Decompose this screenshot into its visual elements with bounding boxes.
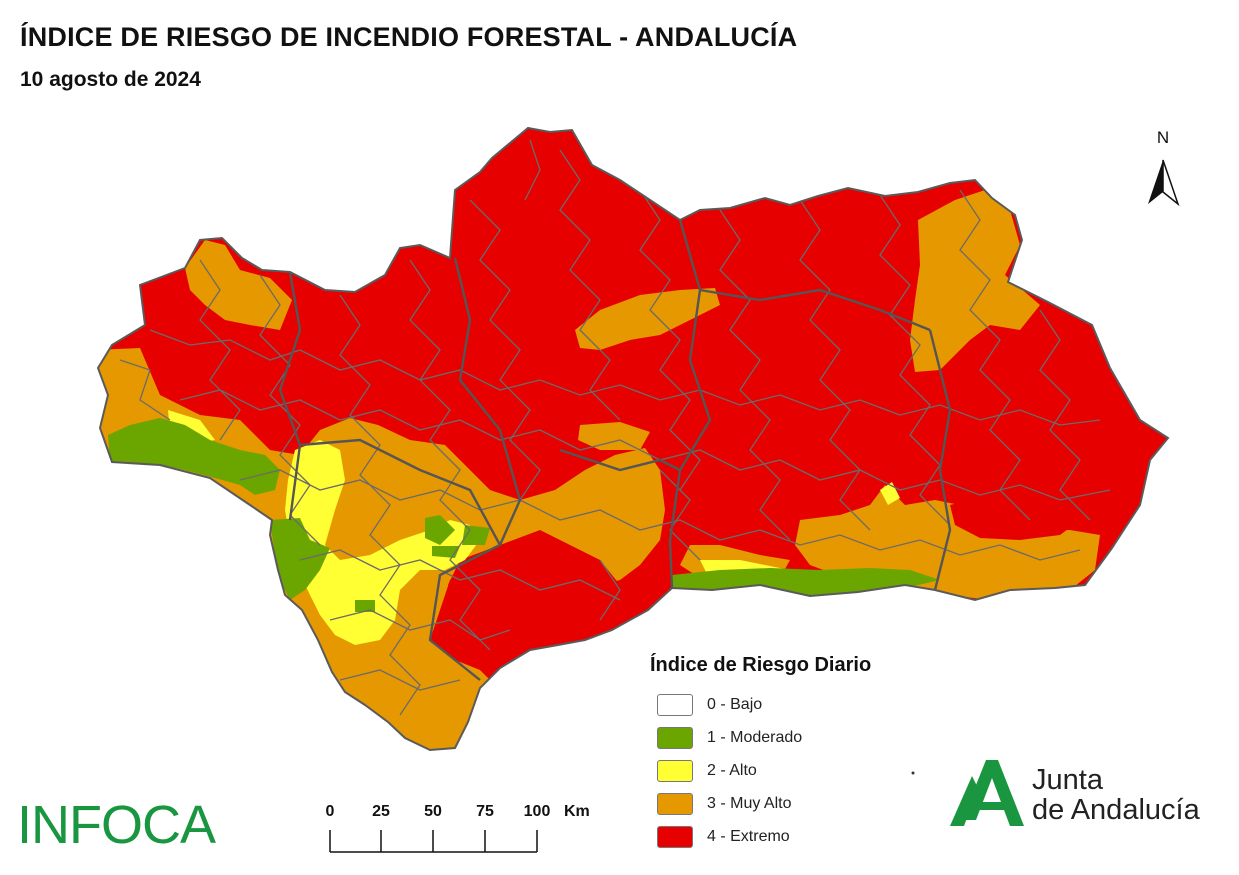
- scale-bar-graphic: [329, 830, 538, 853]
- junta-andalucia-logo: Junta de Andalucía: [948, 758, 1218, 833]
- legend-label-alto: 2 - Alto: [707, 762, 757, 779]
- legend-swatch-bajo: [657, 694, 693, 716]
- scale-tick-label: 75: [476, 803, 494, 820]
- legend-label-extremo: 4 - Extremo: [707, 828, 790, 845]
- scale-tick-label: 100: [523, 803, 551, 820]
- legend-swatch-moderado: [657, 727, 693, 749]
- legend-label-moderado: 1 - Moderado: [707, 729, 803, 746]
- legend-swatch-extremo: [657, 826, 693, 848]
- infoca-logo: INFOCA: [17, 795, 216, 855]
- junta-a-emblem-icon: [950, 760, 1024, 826]
- legend-title: Índice de Riesgo Diario: [650, 654, 872, 676]
- map-date: 10 agosto de 2024: [20, 68, 201, 91]
- scale-bar: 0 25 50 75 100 Km: [320, 800, 620, 860]
- region-outline: [96, 126, 1170, 752]
- zones-extremo-south: [448, 495, 1080, 668]
- legend-swatch-muy-alto: [657, 793, 693, 815]
- municipal-boundaries: [119, 139, 1111, 716]
- map-dot: [911, 771, 915, 775]
- junta-text-line2: de Andalucía: [1032, 794, 1200, 826]
- scale-tick-label: 50: [424, 803, 442, 820]
- scale-tick-label: 25: [372, 803, 390, 820]
- junta-text-line1: Junta: [1032, 764, 1103, 796]
- legend-label-muy-alto: 3 - Muy Alto: [707, 795, 792, 812]
- legend-label-bajo: 0 - Bajo: [707, 696, 763, 713]
- risk-zones: [98, 128, 1168, 750]
- provincial-boundaries: [278, 219, 952, 681]
- legend-swatch-alto: [657, 760, 693, 782]
- map-title: ÍNDICE DE RIESGO DE INCENDIO FORESTAL - …: [20, 22, 798, 52]
- north-label: N: [1156, 128, 1170, 147]
- north-arrow-icon: [1148, 159, 1180, 207]
- scale-tick-label: 0: [325, 803, 335, 820]
- north-arrow: N: [1143, 128, 1183, 210]
- scale-unit: Km: [564, 803, 590, 820]
